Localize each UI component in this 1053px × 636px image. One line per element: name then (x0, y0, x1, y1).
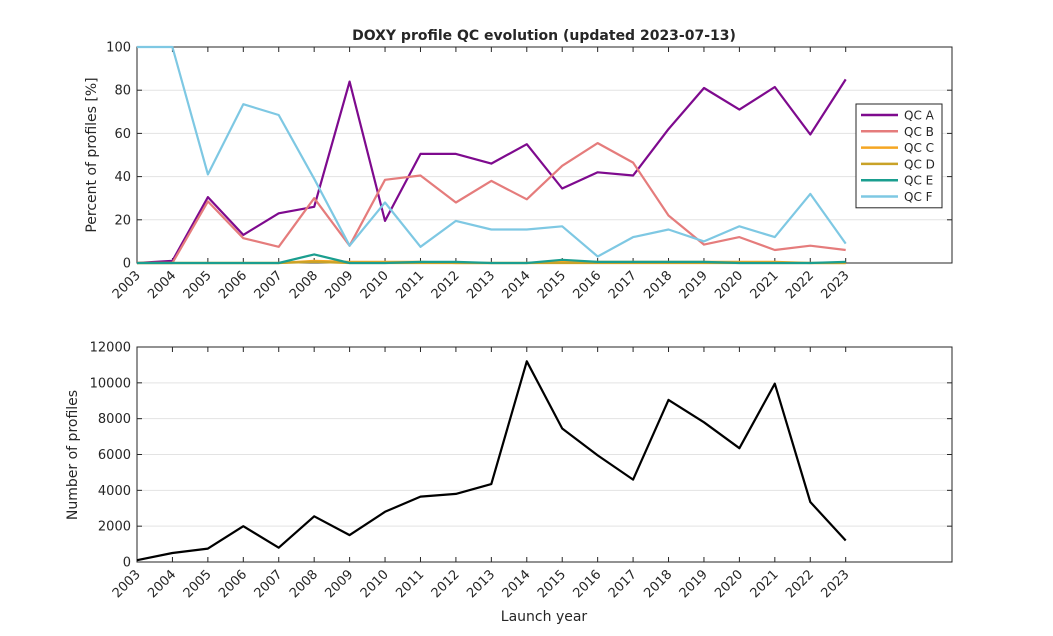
bottom-x-tick-label: 2017 (606, 567, 640, 601)
bottom-x-tick-label: 2004 (145, 567, 179, 601)
top-x-tick-label: 2019 (677, 268, 711, 302)
bottom-x-tick-label: 2021 (748, 567, 782, 601)
bottom-x-tick-label: 2023 (819, 567, 853, 601)
top-x-tick-label: 2023 (819, 268, 853, 302)
top-y-axis-label: Percent of profiles [%] (84, 77, 100, 232)
top-axes-box (136, 46, 953, 264)
bottom-x-tick-label: 2005 (181, 567, 215, 601)
top-x-tick-label: 2014 (500, 268, 534, 302)
top-x-tick-label: 2008 (287, 268, 321, 302)
top-y-tick-label: 100 (106, 41, 131, 56)
top-y-tick-label: 0 (123, 257, 131, 272)
top-x-tick-label: 2021 (748, 268, 782, 302)
bottom-x-tick-label: 2009 (322, 567, 356, 601)
top-x-tick-label: 2020 (712, 268, 746, 302)
bottom-y-tick-label: 2000 (98, 520, 131, 535)
top-series-line-0 (136, 78, 847, 265)
top-x-tick-label: 2003 (110, 268, 144, 302)
legend-box (855, 103, 943, 209)
bottom-x-tick-label: 2003 (110, 567, 144, 601)
bottom-x-tick-label: 2010 (358, 567, 392, 601)
top-y-tick-label: 60 (114, 127, 131, 142)
top-x-tick-label: 2011 (393, 268, 427, 302)
bottom-x-tick-label: 2015 (535, 567, 569, 601)
bottom-x-tick-label: 2016 (570, 567, 604, 601)
top-x-tick-label: 2012 (429, 268, 463, 302)
chart-title: DOXY profile QC evolution (updated 2023-… (352, 28, 736, 44)
bottom-x-tick-label: 2013 (464, 567, 498, 601)
bottom-x-tick-label: 2007 (252, 567, 286, 601)
bottom-x-tick-label: 2018 (641, 567, 675, 601)
bottom-x-tick-label: 2020 (712, 567, 746, 601)
top-x-tick-label: 2005 (181, 268, 215, 302)
top-x-tick-label: 2018 (641, 268, 675, 302)
top-series-line-1 (137, 142, 846, 265)
x-axis-label: Launch year (501, 609, 588, 625)
legend-label: QC B (904, 125, 934, 139)
legend-label: QC F (904, 190, 933, 204)
top-x-tick-label: 2022 (783, 268, 817, 302)
top-x-tick-label: 2017 (606, 268, 640, 302)
top-y-tick-label: 80 (114, 84, 131, 99)
top-y-tick-label: 20 (114, 213, 131, 228)
top-x-tick-label: 2007 (252, 268, 286, 302)
legend-label: QC D (904, 157, 935, 171)
bottom-x-tick-label: 2011 (393, 567, 427, 601)
legend-label: QC E (904, 174, 933, 188)
bottom-x-tick-label: 2006 (216, 567, 250, 601)
bottom-y-tick-label: 12000 (90, 341, 131, 356)
bottom-series-line-0 (136, 360, 847, 562)
bottom-y-tick-label: 6000 (98, 448, 131, 463)
top-x-tick-label: 2006 (216, 268, 250, 302)
top-x-tick-label: 2009 (322, 268, 356, 302)
top-series-line-5 (137, 45, 847, 258)
legend-label: QC C (904, 141, 934, 155)
top-y-tick-label: 40 (114, 170, 131, 185)
bottom-y-tick-label: 4000 (98, 484, 131, 499)
bottom-x-tick-label: 2014 (500, 567, 534, 601)
top-x-tick-label: 2015 (535, 268, 569, 302)
legend-label: QC A (904, 109, 935, 123)
bottom-x-tick-label: 2019 (677, 567, 711, 601)
top-x-tick-label: 2010 (358, 268, 392, 302)
bottom-y-axis-label: Number of profiles (65, 390, 81, 520)
legend: QC A QC B QC C QC D QC E QC F (855, 103, 943, 209)
top-x-tick-label: 2004 (145, 268, 179, 302)
bottom-x-tick-label: 2022 (783, 567, 817, 601)
bottom-y-tick-label: 0 (123, 556, 131, 571)
bottom-y-tick-label: 8000 (98, 412, 131, 427)
bottom-y-tick-label: 10000 (90, 376, 131, 391)
bottom-x-tick-label: 2008 (287, 567, 321, 601)
bottom-x-tick-label: 2012 (429, 567, 463, 601)
top-series-line-4 (137, 253, 846, 265)
top-x-tick-label: 2013 (464, 268, 498, 302)
top-x-tick-label: 2016 (570, 268, 604, 302)
qc-percent-plot: 0 20 40 60 80 100 2003 2004 2005 2006 2007 2008 2009… (106, 41, 953, 302)
